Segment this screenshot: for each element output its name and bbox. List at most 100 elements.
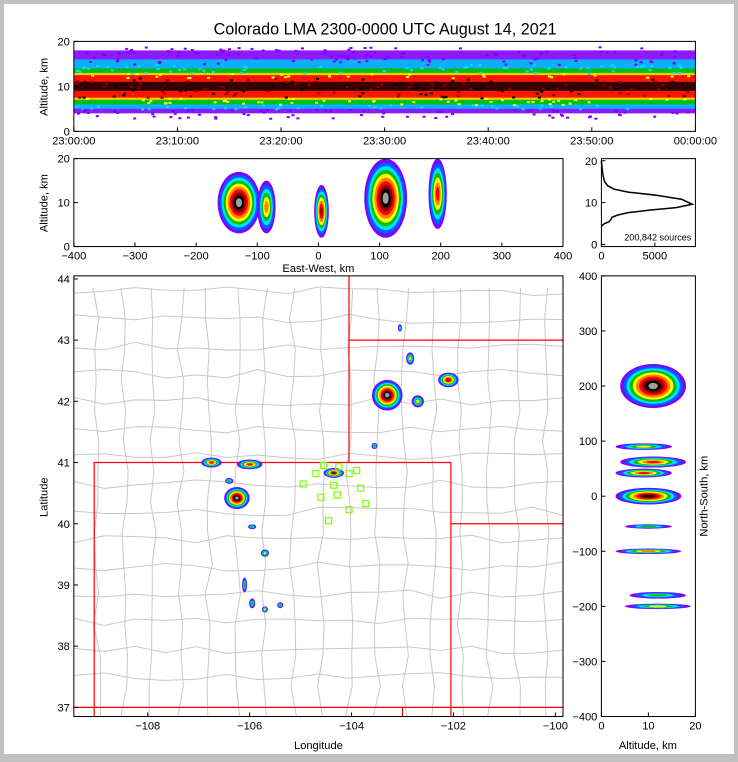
source-pixel xyxy=(454,99,458,102)
source-pixel xyxy=(443,84,447,87)
source-pixel xyxy=(82,96,86,99)
source-pixel xyxy=(551,94,555,97)
county-line xyxy=(261,288,269,717)
p1-ytick: 20 xyxy=(57,36,69,48)
source-pixel xyxy=(146,96,150,99)
source-pixel xyxy=(336,55,340,58)
source-pixel xyxy=(157,61,162,64)
lma-station-marker xyxy=(330,481,338,489)
source-pixel xyxy=(572,53,576,56)
ns-xtick: 10 xyxy=(642,721,654,733)
source-pixel xyxy=(649,98,653,101)
source-pixel xyxy=(672,62,676,65)
lightning-cluster xyxy=(411,395,424,408)
source-pixel xyxy=(537,96,541,99)
density-level xyxy=(638,472,650,475)
p1-xtick: 23:20:00 xyxy=(259,135,302,147)
source-pixel xyxy=(184,89,188,92)
source-pixel xyxy=(606,51,610,54)
source-pixel xyxy=(466,78,470,81)
source-pixel xyxy=(169,116,173,119)
source-pixel xyxy=(361,92,365,95)
source-pixel xyxy=(372,100,376,103)
density-level xyxy=(279,604,282,607)
source-pixel xyxy=(220,86,224,89)
source-pixel xyxy=(90,81,94,84)
source-pixel xyxy=(347,100,352,103)
density-level xyxy=(648,594,668,597)
lightning-cluster xyxy=(629,592,687,599)
source-pixel xyxy=(164,102,168,105)
source-pixel xyxy=(504,63,508,66)
source-pixel xyxy=(212,92,216,95)
time-height-panel: 23:00:00 23:10:00 23:20:00 23:30:00 23:40:00… xyxy=(52,36,717,147)
lightning-cluster xyxy=(438,372,459,388)
source-pixel xyxy=(95,115,99,118)
source-pixel xyxy=(296,107,300,110)
source-pixel xyxy=(266,89,270,92)
source-pixel xyxy=(165,78,169,81)
map-ylabel: Latitude xyxy=(39,477,51,517)
source-pixel xyxy=(400,82,404,85)
source-pixel xyxy=(552,110,556,113)
source-pixel xyxy=(405,67,409,70)
density-level xyxy=(648,605,667,608)
source-pixel xyxy=(246,114,250,117)
source-pixel xyxy=(668,66,672,69)
source-pixel xyxy=(540,100,544,103)
lma-figure: Colorado LMA 2300-0000 UTC August 14, 20… xyxy=(39,20,717,752)
p2-xtick: 400 xyxy=(554,251,573,263)
source-pixel xyxy=(482,75,486,78)
source-pixel xyxy=(672,56,676,59)
source-pixel xyxy=(600,65,604,68)
density-level xyxy=(264,200,269,214)
source-pixel xyxy=(83,108,87,111)
source-pixel xyxy=(135,73,139,76)
source-pixel xyxy=(254,57,258,60)
source-pixel xyxy=(294,49,298,52)
source-pixel xyxy=(370,73,374,76)
source-pixel xyxy=(484,97,488,100)
source-pixel xyxy=(74,106,78,109)
source-pixel xyxy=(284,81,288,84)
source-pixel xyxy=(471,104,475,107)
source-pixel xyxy=(477,88,481,91)
county-line xyxy=(513,288,522,717)
source-pixel xyxy=(123,92,127,95)
source-pixel xyxy=(244,105,248,108)
p3-ytick: 10 xyxy=(585,198,597,210)
source-pixel xyxy=(660,54,664,57)
source-pixel xyxy=(564,84,568,87)
source-pixel xyxy=(315,101,319,104)
source-pixel xyxy=(212,108,216,111)
source-pixel xyxy=(202,69,206,72)
source-pixel xyxy=(290,101,294,104)
lightning-cluster xyxy=(314,185,329,238)
map-ytick: 37 xyxy=(57,702,69,714)
source-pixel xyxy=(352,51,356,54)
source-pixel xyxy=(635,65,639,68)
lightning-cluster xyxy=(257,180,276,234)
county-line xyxy=(176,288,185,717)
source-pixel xyxy=(222,49,226,52)
source-pixel xyxy=(372,106,376,109)
p3-ytick: 20 xyxy=(585,156,597,168)
source-pixel xyxy=(481,84,485,87)
p1-xtick: 23:30:00 xyxy=(363,135,406,147)
source-pixel xyxy=(242,69,246,72)
ns-ytick: 400 xyxy=(579,271,598,283)
density-level xyxy=(250,525,254,528)
source-pixel xyxy=(564,66,568,69)
p2-xtick: −400 xyxy=(61,251,86,263)
source-pixel xyxy=(172,65,176,68)
source-pixel xyxy=(489,87,493,90)
source-pixel xyxy=(227,48,231,51)
county-line xyxy=(73,286,564,296)
source-pixel xyxy=(112,110,117,113)
source-pixel xyxy=(96,64,100,67)
source-pixel xyxy=(334,58,338,61)
source-pixel xyxy=(167,50,171,53)
source-pixel xyxy=(110,69,114,72)
source-pixel xyxy=(103,85,107,88)
county-line xyxy=(400,288,410,717)
